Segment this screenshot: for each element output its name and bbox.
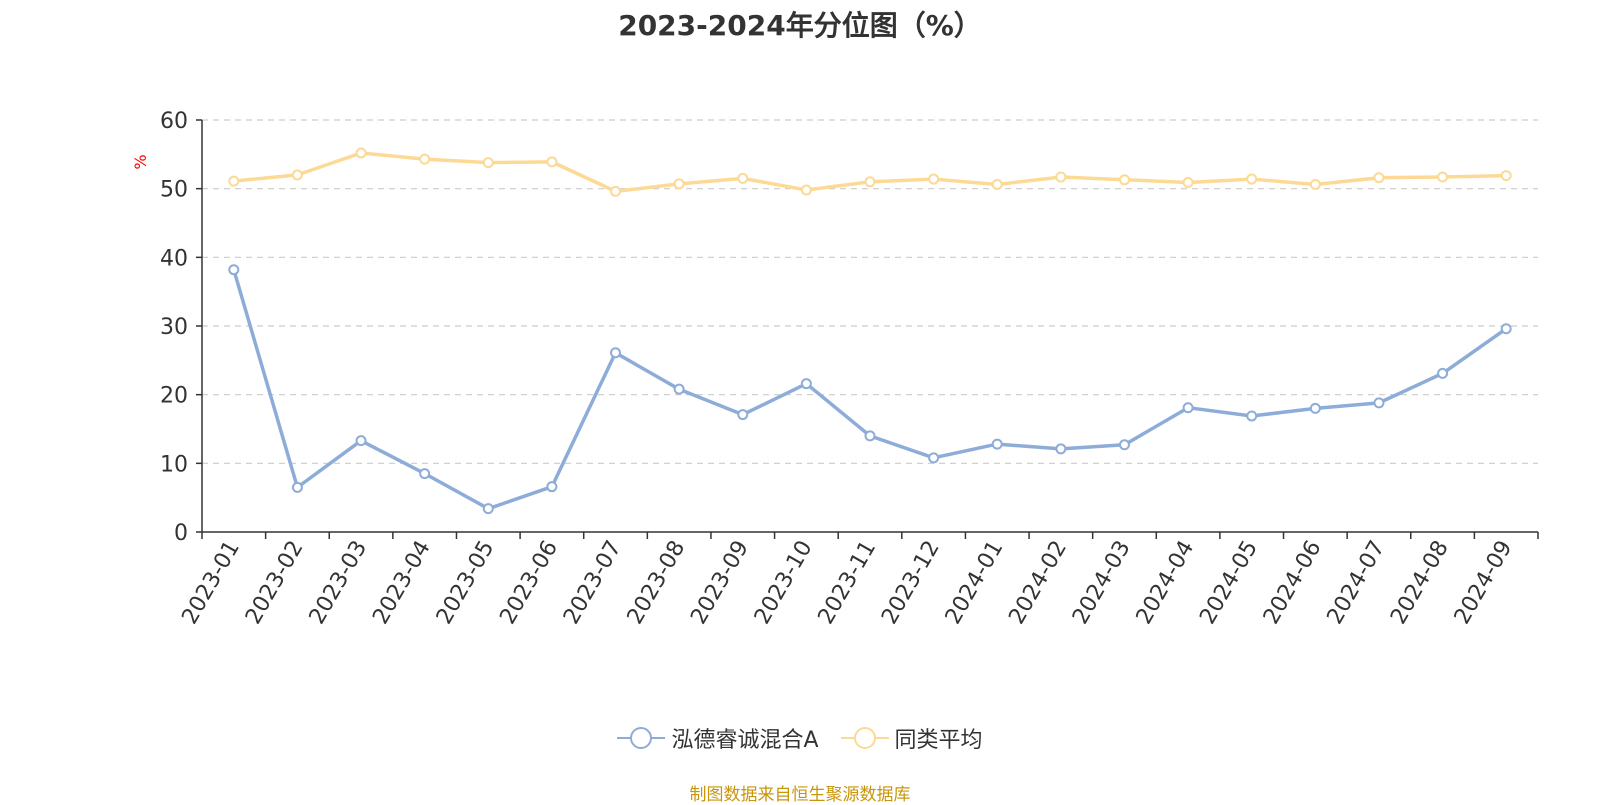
x-tick-label: 2023-11 <box>814 537 882 629</box>
source-note: 制图数据来自恒生聚源数据库 <box>689 785 911 805</box>
x-tick-label: 2024-04 <box>1132 537 1200 629</box>
y-tick-label: 20 <box>160 384 188 409</box>
data-point-0 <box>1500 323 1512 335</box>
data-point-0 <box>419 468 431 480</box>
x-tick-label: 2024-03 <box>1068 537 1136 629</box>
x-tick-label: 2023-07 <box>559 537 627 629</box>
data-point-1 <box>610 185 622 197</box>
data-point-0 <box>610 347 622 359</box>
data-point-1 <box>1373 172 1385 184</box>
data-point-0 <box>1309 402 1321 414</box>
data-point-0 <box>1437 367 1449 379</box>
data-point-0 <box>928 452 940 464</box>
data-point-1 <box>482 157 494 169</box>
legend-label-fund: 泓德睿诚混合A <box>671 728 819 753</box>
data-point-0 <box>482 503 494 515</box>
data-point-0 <box>864 430 876 442</box>
x-tick-label: 2023-05 <box>432 537 500 629</box>
data-point-1 <box>1182 176 1194 188</box>
x-tick-label: 2023-12 <box>877 537 945 629</box>
x-tick-label: 2023-04 <box>368 537 436 629</box>
y-tick-label: 40 <box>160 246 188 271</box>
data-point-1 <box>928 173 940 185</box>
x-tick-label: 2023-08 <box>623 537 691 629</box>
x-tick-label: 2024-07 <box>1323 537 1391 629</box>
y-tick-label: 10 <box>160 452 188 477</box>
data-point-1 <box>864 176 876 188</box>
data-point-1 <box>737 172 749 184</box>
data-point-0 <box>1055 443 1067 455</box>
y-axis-label: % <box>131 154 150 169</box>
x-tick-label: 2023-09 <box>686 537 754 629</box>
x-tick-label: 2023-02 <box>241 537 309 629</box>
data-point-1 <box>673 178 685 190</box>
data-point-1 <box>419 153 431 165</box>
data-point-0 <box>737 409 749 421</box>
chart-title: 2023-2024年分位图（%） <box>618 9 982 42</box>
data-point-1 <box>546 156 558 168</box>
data-point-0 <box>1246 410 1258 422</box>
y-tick-label: 60 <box>160 109 188 134</box>
data-point-0 <box>673 383 685 395</box>
data-point-0 <box>1182 402 1194 414</box>
x-tick-label: 2024-06 <box>1259 537 1327 629</box>
x-tick-label: 2024-09 <box>1450 537 1518 629</box>
data-point-1 <box>800 184 812 196</box>
data-point-0 <box>800 378 812 390</box>
data-point-1 <box>991 179 1003 191</box>
legend-marker-average-icon <box>840 727 889 749</box>
data-point-0 <box>1373 397 1385 409</box>
data-point-0 <box>546 481 558 493</box>
chart-legend: 泓德睿诚混合A 同类平均 <box>0 722 1600 754</box>
data-point-1 <box>1246 173 1258 185</box>
x-tick-label: 2024-01 <box>941 536 1009 628</box>
data-point-1 <box>1118 174 1130 186</box>
data-point-1 <box>1437 171 1449 183</box>
data-point-1 <box>355 147 367 159</box>
legend-marker-fund-icon <box>617 727 666 749</box>
legend-label-average: 同类平均 <box>894 728 983 753</box>
data-point-1 <box>228 175 240 187</box>
data-point-1 <box>291 169 303 181</box>
legend-item-fund[interactable]: 泓德睿诚混合A <box>617 722 819 754</box>
data-point-0 <box>291 481 303 493</box>
data-point-1 <box>1055 171 1067 183</box>
y-tick-label: 50 <box>160 178 188 203</box>
x-tick-label: 2024-02 <box>1004 537 1072 629</box>
y-tick-label: 0 <box>174 521 188 546</box>
data-point-1 <box>1309 179 1321 191</box>
x-tick-label: 2023-03 <box>305 537 373 629</box>
data-point-1 <box>1500 170 1512 182</box>
x-tick-label: 2023-10 <box>750 537 818 629</box>
x-tick-label: 2024-05 <box>1195 537 1263 629</box>
data-point-0 <box>228 264 240 276</box>
legend-item-average[interactable]: 同类平均 <box>840 722 983 754</box>
x-tick-label: 2023-01 <box>177 537 245 629</box>
data-point-0 <box>991 438 1003 450</box>
y-tick-label: 30 <box>160 315 188 340</box>
x-tick-label: 2023-06 <box>495 537 563 629</box>
data-point-0 <box>355 435 367 447</box>
data-point-0 <box>1118 439 1130 451</box>
x-tick-label: 2024-08 <box>1386 537 1454 629</box>
